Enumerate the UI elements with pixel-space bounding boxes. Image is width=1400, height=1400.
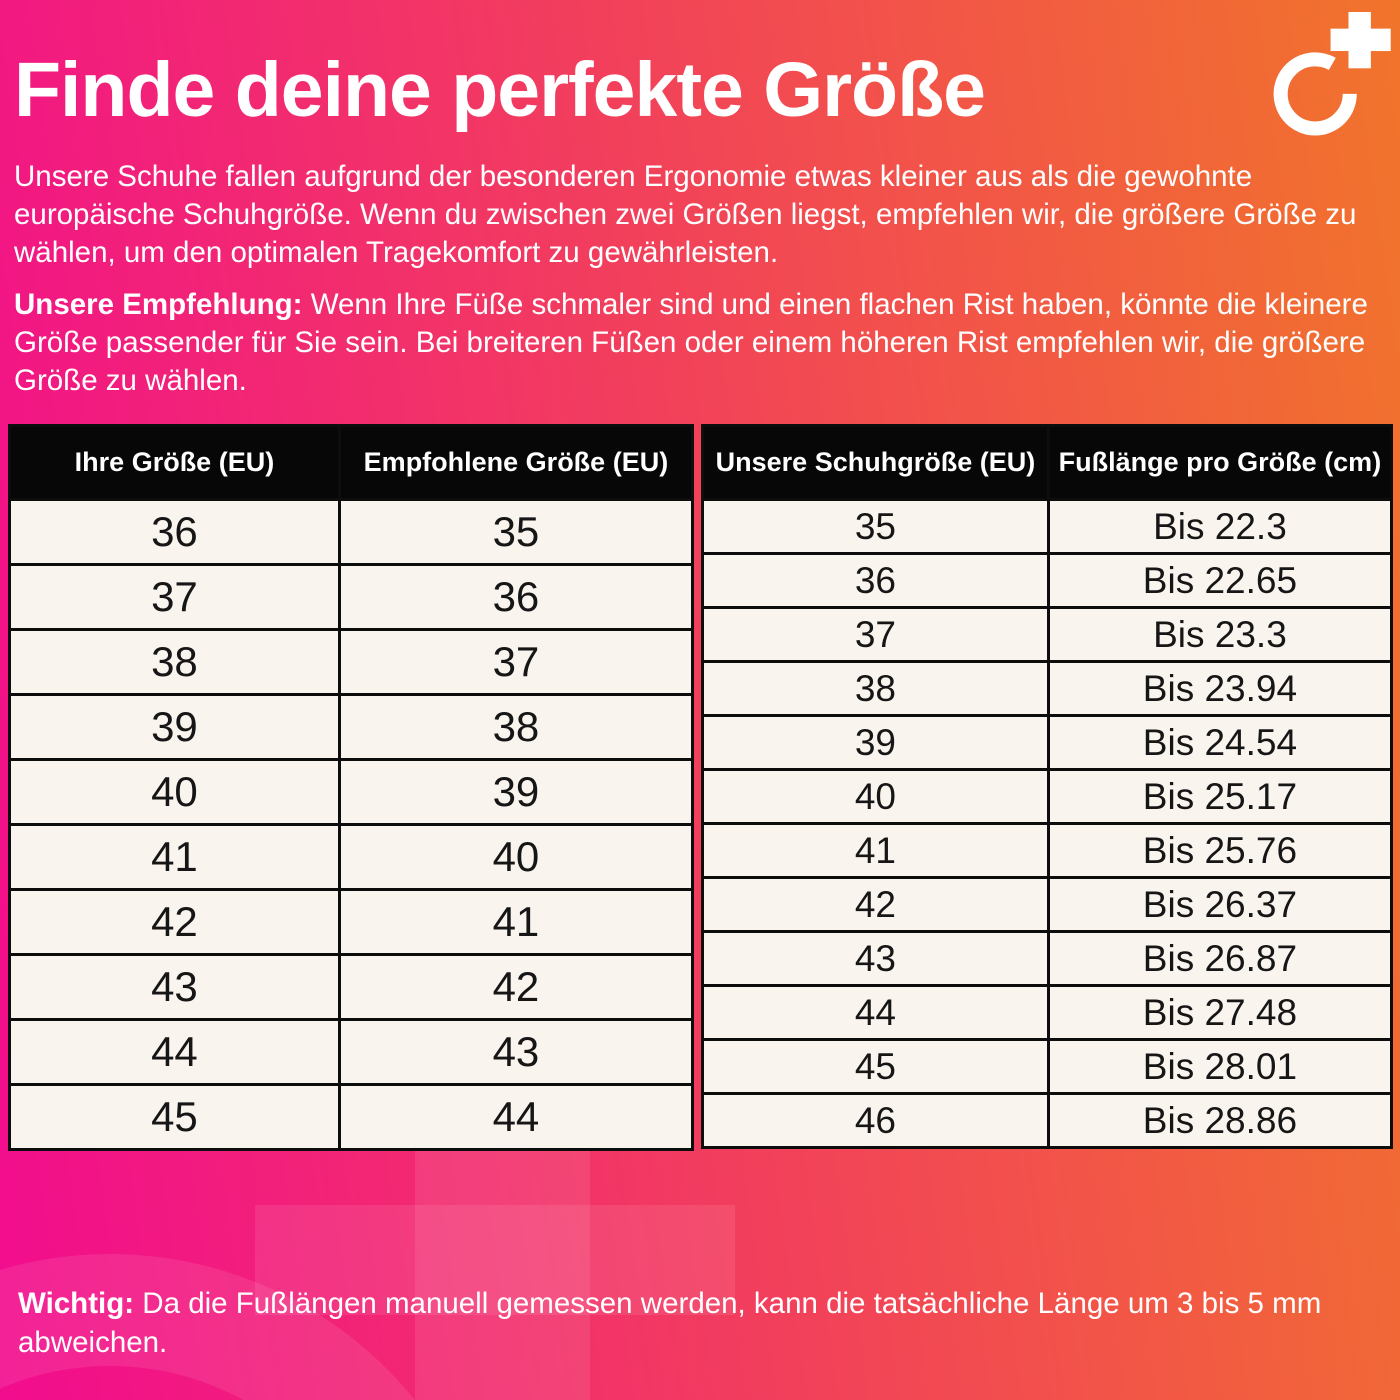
table-cell: 38 (701, 660, 1050, 717)
footer-note: Wichtig: Da die Fußlängen manuell gemess… (18, 1284, 1384, 1362)
table-cell: 44 (8, 1018, 341, 1086)
table-cell: 38 (8, 628, 341, 696)
table-cell: 44 (337, 1083, 695, 1151)
table-cell: Bis 22.3 (1046, 498, 1394, 555)
table-cell: Bis 26.87 (1046, 930, 1394, 987)
table-cell: 45 (701, 1038, 1050, 1095)
table-row: 43 42 (8, 953, 695, 1021)
logo-ring (1273, 52, 1357, 136)
table-cell: 41 (8, 823, 341, 891)
table-cell: Bis 25.17 (1046, 768, 1394, 825)
table-cell: 35 (337, 498, 695, 566)
table-cell: Bis 28.01 (1046, 1038, 1394, 1095)
table-header-cell: Ihre Größe (EU) (8, 424, 341, 501)
table-cell: 41 (701, 822, 1050, 879)
table-cell: Bis 23.94 (1046, 660, 1394, 717)
table-row: 35 Bis 22.3 (701, 498, 1394, 555)
table-cell: Bis 24.54 (1046, 714, 1394, 771)
table-row: 43 Bis 26.87 (701, 930, 1394, 987)
table-cell: 40 (337, 823, 695, 891)
table-row: 36 Bis 22.65 (701, 552, 1394, 609)
table-cell: 39 (337, 758, 695, 826)
logo-plus-horizontal (1330, 28, 1391, 52)
table-cell: Bis 27.48 (1046, 984, 1394, 1041)
table-cell: Bis 25.76 (1046, 822, 1394, 879)
table-row: 37 36 (8, 563, 695, 631)
table-cell: 36 (337, 563, 695, 631)
table-row: 38 Bis 23.94 (701, 660, 1394, 717)
intro-paragraph: Unsere Schuhe fallen aufgrund der besond… (14, 160, 1357, 270)
table-cell: 42 (337, 953, 695, 1021)
table-row: 39 Bis 24.54 (701, 714, 1394, 771)
table-cell: 40 (8, 758, 341, 826)
table-cell: 43 (8, 953, 341, 1021)
table-row: 38 37 (8, 628, 695, 696)
table-cell: 43 (701, 930, 1050, 987)
table-cell: 44 (701, 984, 1050, 1041)
table-cell: 41 (337, 888, 695, 956)
table-row: 44 43 (8, 1018, 695, 1086)
table-row: 45 Bis 28.01 (701, 1038, 1394, 1095)
table-cell: 37 (8, 563, 341, 631)
footer-note-text: Da die Fußlängen manuell gemessen werden… (18, 1287, 1322, 1360)
table-row: 41 40 (8, 823, 695, 891)
table-row: 40 Bis 25.17 (701, 768, 1394, 825)
size-conversion-table: Ihre Größe (EU) Empfohlene Größe (EU) 36 35… (8, 424, 695, 1151)
table-header-cell: Fußlänge pro Größe (cm) (1046, 424, 1394, 501)
table-cell: 36 (701, 552, 1050, 609)
recommendation-label: Unsere Empfehlung: (14, 288, 303, 321)
table-header-row: Unsere Schuhgröße (EU) Fußlänge pro Größe… (701, 424, 1394, 501)
table-header-cell: Unsere Schuhgröße (EU) (701, 424, 1050, 501)
table-cell: 45 (8, 1083, 341, 1151)
table-row: 36 35 (8, 498, 695, 566)
foot-length-table: Unsere Schuhgröße (EU) Fußlänge pro Größe… (701, 424, 1394, 1149)
table-cell: Bis 22.65 (1046, 552, 1394, 609)
table-header-row: Ihre Größe (EU) Empfohlene Größe (EU) (8, 424, 695, 501)
table-cell: 39 (701, 714, 1050, 771)
table-cell: 42 (8, 888, 341, 956)
recommendation-paragraph: Unsere Empfehlung: Wenn Ihre Füße schmal… (14, 286, 1392, 400)
table-cell: Bis 23.3 (1046, 606, 1394, 663)
page-title: Finde deine perfekte Größe (14, 47, 986, 133)
recommendation-text: Wenn Ihre Füße schmaler sind und einen f… (14, 288, 1368, 398)
table-cell: 35 (701, 498, 1050, 555)
table-row: 40 39 (8, 758, 695, 826)
table-cell: 42 (701, 876, 1050, 933)
table-cell: 39 (8, 693, 341, 761)
table-cell: 43 (337, 1018, 695, 1086)
table-cell: 37 (337, 628, 695, 696)
table-row: 44 Bis 27.48 (701, 984, 1394, 1041)
table-row: 37 Bis 23.3 (701, 606, 1394, 663)
table-cell: 46 (701, 1092, 1050, 1149)
table-row: 42 Bis 26.37 (701, 876, 1394, 933)
table-cell: 36 (8, 498, 341, 566)
footer-note-label: Wichtig: (18, 1287, 135, 1320)
table-cell: 40 (701, 768, 1050, 825)
table-row: 41 Bis 25.76 (701, 822, 1394, 879)
table-header-cell: Empfohlene Größe (EU) (337, 424, 695, 501)
o-plus-brand-logo-icon (1273, 12, 1391, 136)
table-row: 39 38 (8, 693, 695, 761)
table-row: 45 44 (8, 1083, 695, 1151)
table-cell: 37 (701, 606, 1050, 663)
table-cell: 38 (337, 693, 695, 761)
table-cell: Bis 28.86 (1046, 1092, 1394, 1149)
table-row: 42 41 (8, 888, 695, 956)
table-cell: Bis 26.37 (1046, 876, 1394, 933)
table-row: 46 Bis 28.86 (701, 1092, 1394, 1149)
